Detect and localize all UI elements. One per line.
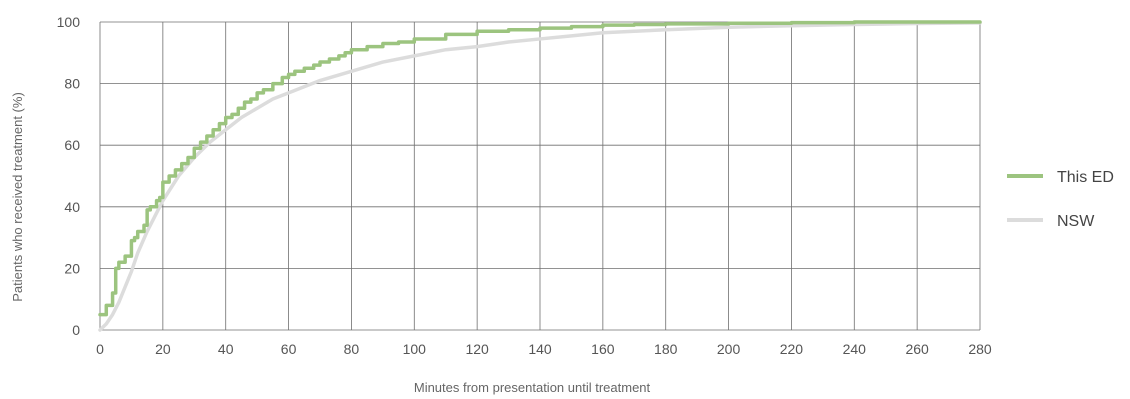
x-tick-label: 80 <box>344 341 360 357</box>
series-lines <box>98 20 982 332</box>
x-tick-label: 180 <box>654 341 678 357</box>
x-tick-label: 60 <box>281 341 297 357</box>
grid <box>99 21 981 331</box>
x-tick-label: 280 <box>968 341 992 357</box>
x-tick-label: 0 <box>96 341 104 357</box>
y-axis-title: Patients who received treatment (%) <box>10 92 25 302</box>
x-tick-label: 200 <box>717 341 741 357</box>
x-tick-label: 40 <box>218 341 234 357</box>
y-tick-label: 80 <box>64 76 80 92</box>
y-tick-label: 40 <box>64 199 80 215</box>
x-tick-label: 240 <box>843 341 867 357</box>
x-tick-labels: 0 20 40 60 80 100 120 140 160 180 200 220 240 260 280 <box>96 341 992 357</box>
y-tick-label: 20 <box>64 260 80 276</box>
x-axis-title: Minutes from presentation until treatmen… <box>414 380 651 395</box>
legend-label: NSW <box>1057 213 1095 230</box>
x-tick-label: 260 <box>905 341 929 357</box>
x-tick-label: 140 <box>528 341 552 357</box>
x-tick-label: 100 <box>403 341 427 357</box>
y-tick-label: 60 <box>64 137 80 153</box>
y-tick-labels: 0 20 40 60 80 100 <box>57 14 81 338</box>
y-tick-label: 100 <box>57 14 81 30</box>
y-tick-label: 0 <box>72 322 80 338</box>
x-tick-label: 20 <box>155 341 171 357</box>
series-line-nsw <box>98 21 982 332</box>
legend: This ED NSW <box>1007 169 1114 230</box>
x-tick-label: 220 <box>780 341 804 357</box>
legend-label: This ED <box>1057 169 1114 186</box>
x-tick-label: 160 <box>591 341 615 357</box>
x-tick-label: 120 <box>465 341 489 357</box>
series-line-this-ed <box>98 20 982 317</box>
